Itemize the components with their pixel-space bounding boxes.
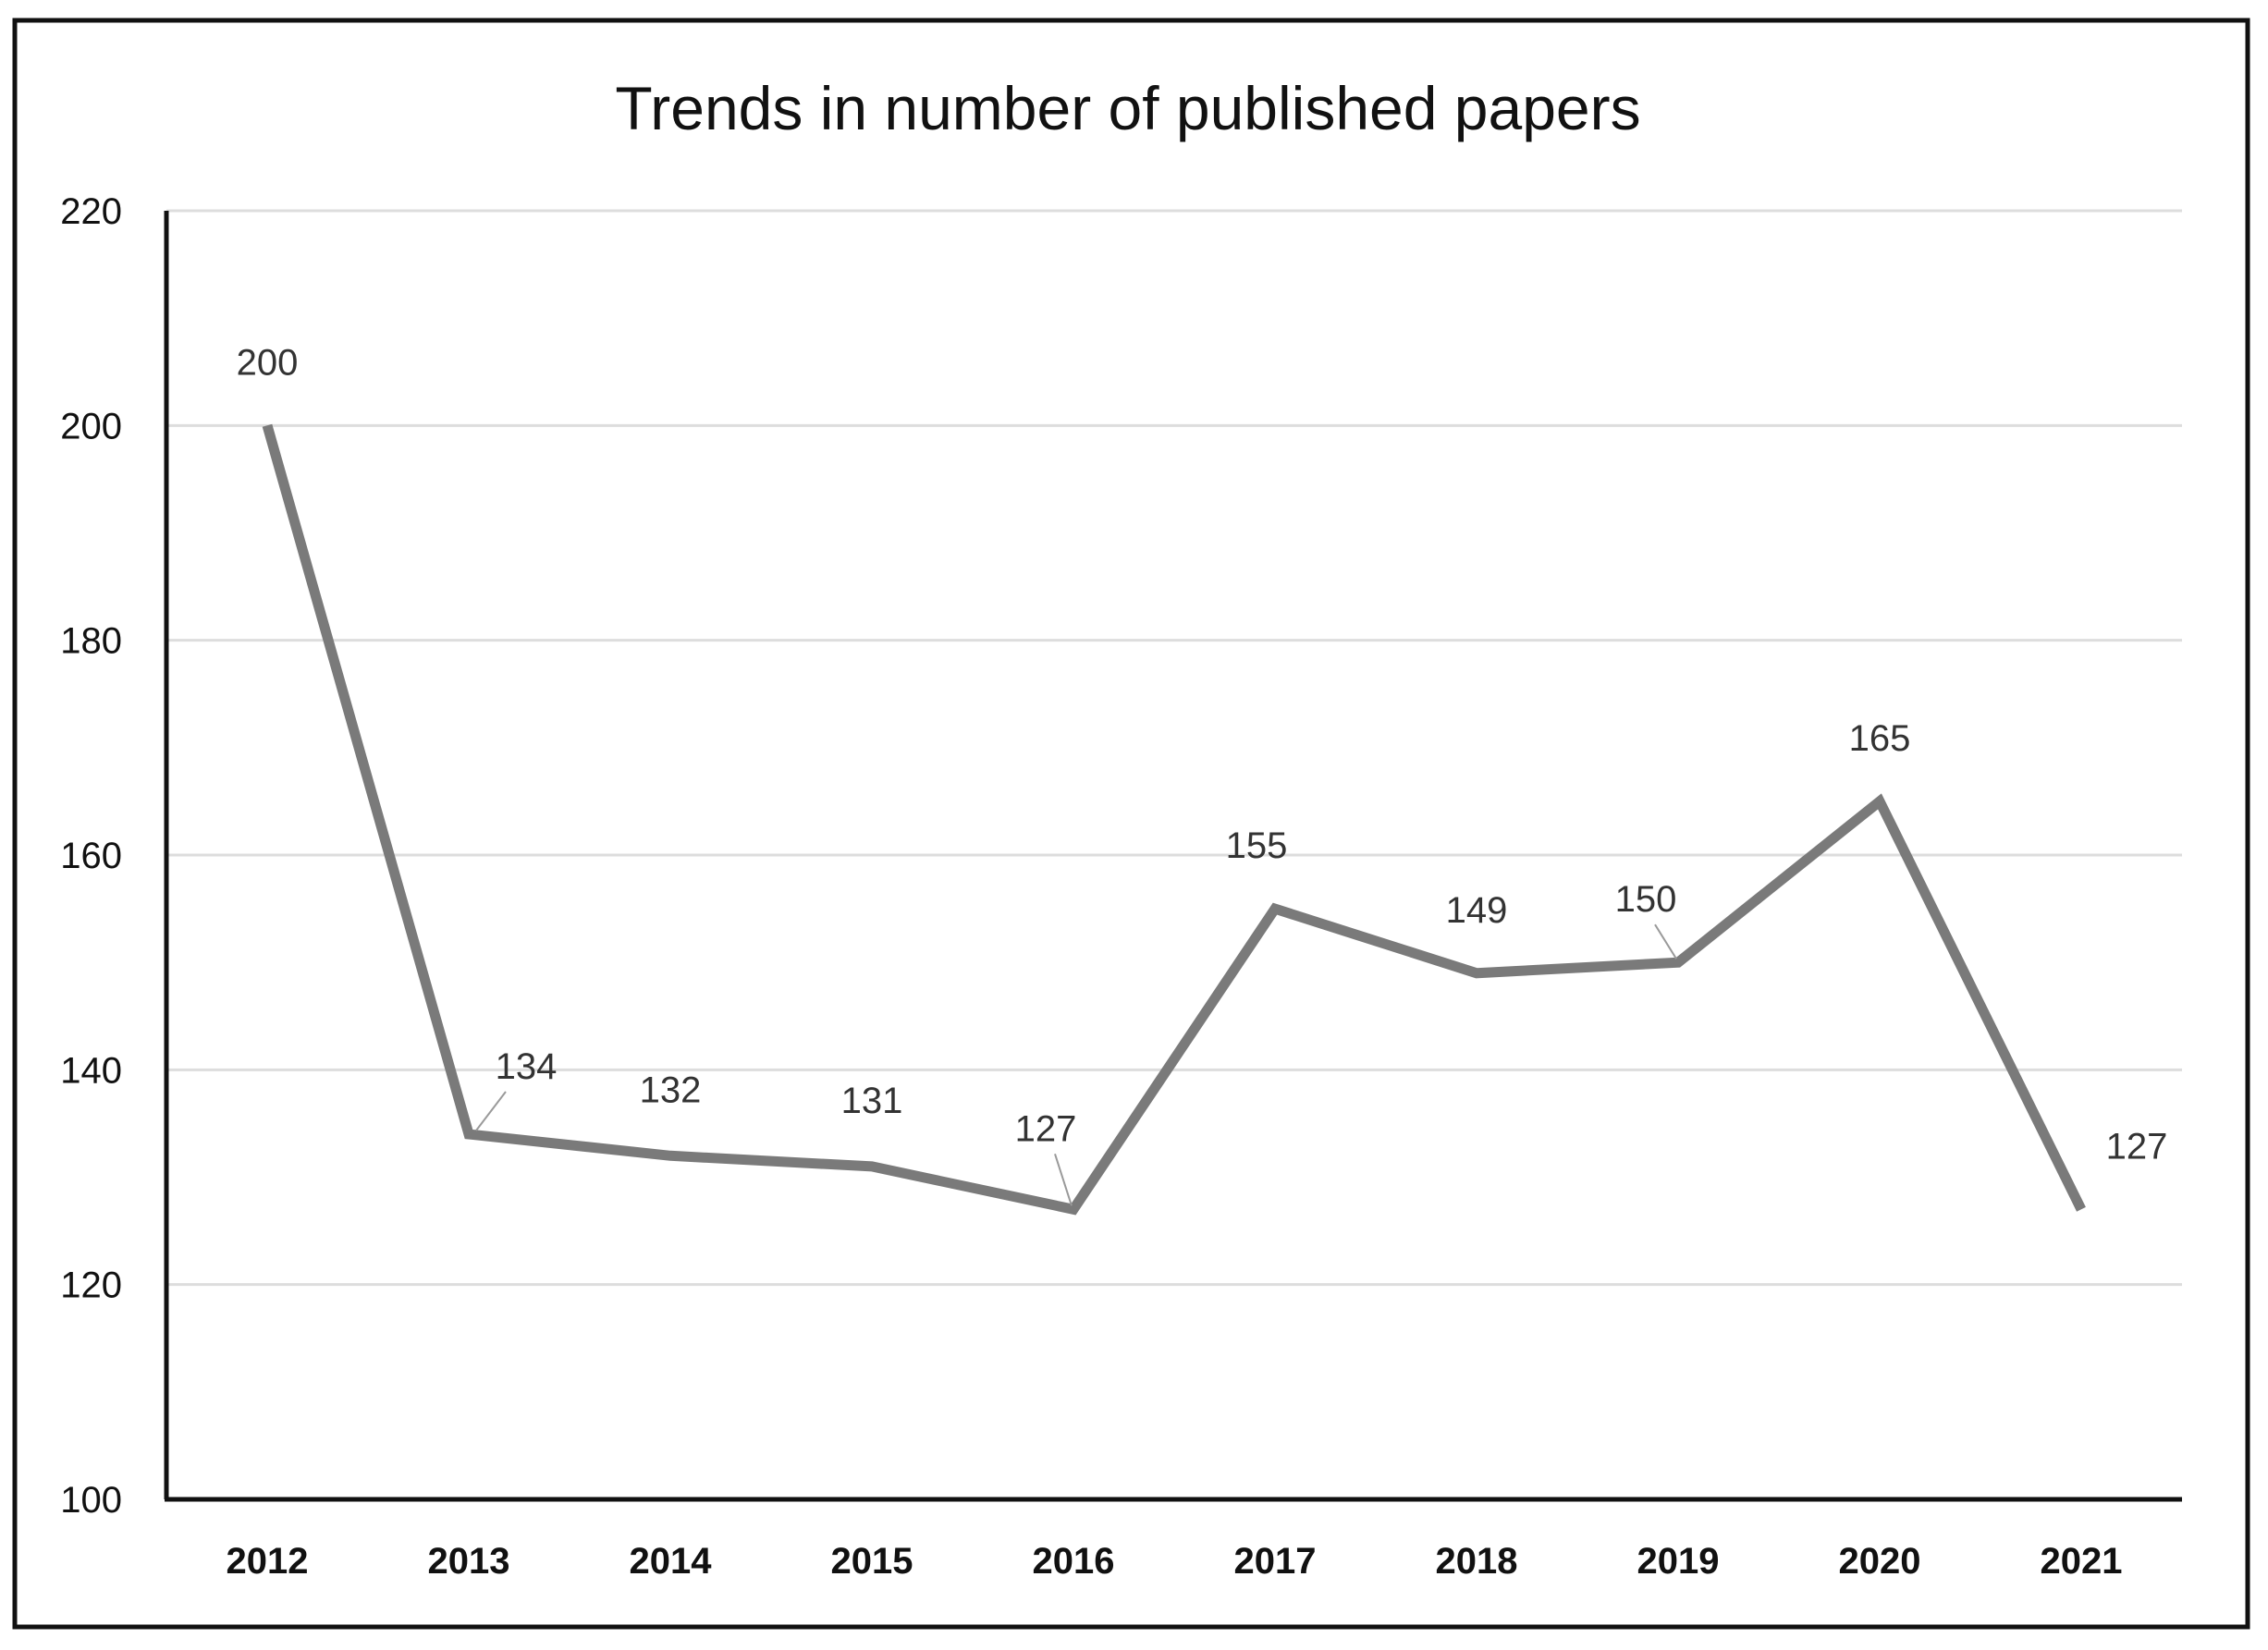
data-point — [262, 420, 273, 431]
outer-border — [12, 18, 2250, 1630]
data-label: 165 — [1849, 718, 1911, 759]
data-label: 127 — [1015, 1108, 1077, 1149]
data-labels: 200 134 132 131 127 155 149 150 165 127 — [237, 342, 2168, 1206]
data-label: 149 — [1446, 890, 1508, 931]
data-point — [665, 1150, 676, 1161]
gridlines — [166, 209, 2182, 1287]
x-axis-ticks: 2012 2013 2014 2015 2016 2017 2018 2019 2020 2021 — [227, 1541, 2123, 1582]
chart-title: Trends in number of published papers — [615, 74, 1640, 142]
data-point — [1471, 968, 1482, 979]
data-label: 150 — [1615, 879, 1677, 920]
x-tick-label: 2017 — [1234, 1541, 1317, 1582]
y-tick-label: 180 — [60, 621, 122, 662]
y-tick-label: 100 — [60, 1480, 122, 1521]
axes — [164, 211, 2182, 1502]
data-label: 200 — [237, 342, 299, 383]
data-label: 132 — [640, 1069, 702, 1110]
x-tick-label: 2014 — [630, 1541, 713, 1582]
y-tick-label: 160 — [60, 836, 122, 876]
x-tick-label: 2021 — [2041, 1541, 2123, 1582]
series — [262, 420, 2087, 1216]
data-label: 131 — [841, 1081, 903, 1121]
x-tick-label: 2012 — [227, 1541, 309, 1582]
data-point — [1269, 903, 1281, 914]
x-tick-label: 2019 — [1637, 1541, 1720, 1582]
x-tick-label: 2020 — [1839, 1541, 1921, 1582]
x-tick-label: 2015 — [831, 1541, 913, 1582]
data-label: 134 — [496, 1046, 558, 1087]
y-tick-label: 120 — [60, 1265, 122, 1306]
data-point — [1068, 1204, 1079, 1215]
data-point — [1673, 957, 1684, 968]
label-leader-line — [1654, 923, 1677, 959]
y-tick-label: 140 — [60, 1050, 122, 1091]
label-leader-line — [475, 1091, 507, 1131]
data-point — [1874, 796, 1885, 807]
y-tick-label: 220 — [60, 191, 122, 232]
y-tick-label: 200 — [60, 406, 122, 446]
data-label: 127 — [2106, 1126, 2168, 1167]
y-axis-ticks: 100 120 140 160 180 200 220 — [60, 191, 122, 1521]
x-tick-label: 2013 — [428, 1541, 510, 1582]
x-tick-label: 2016 — [1033, 1541, 1115, 1582]
data-point — [866, 1161, 877, 1172]
data-point — [463, 1129, 474, 1140]
label-leader-line — [1054, 1154, 1073, 1206]
x-tick-label: 2018 — [1436, 1541, 1518, 1582]
data-point — [2076, 1204, 2087, 1215]
data-label: 155 — [1226, 825, 1288, 866]
series-line — [262, 423, 2086, 1216]
